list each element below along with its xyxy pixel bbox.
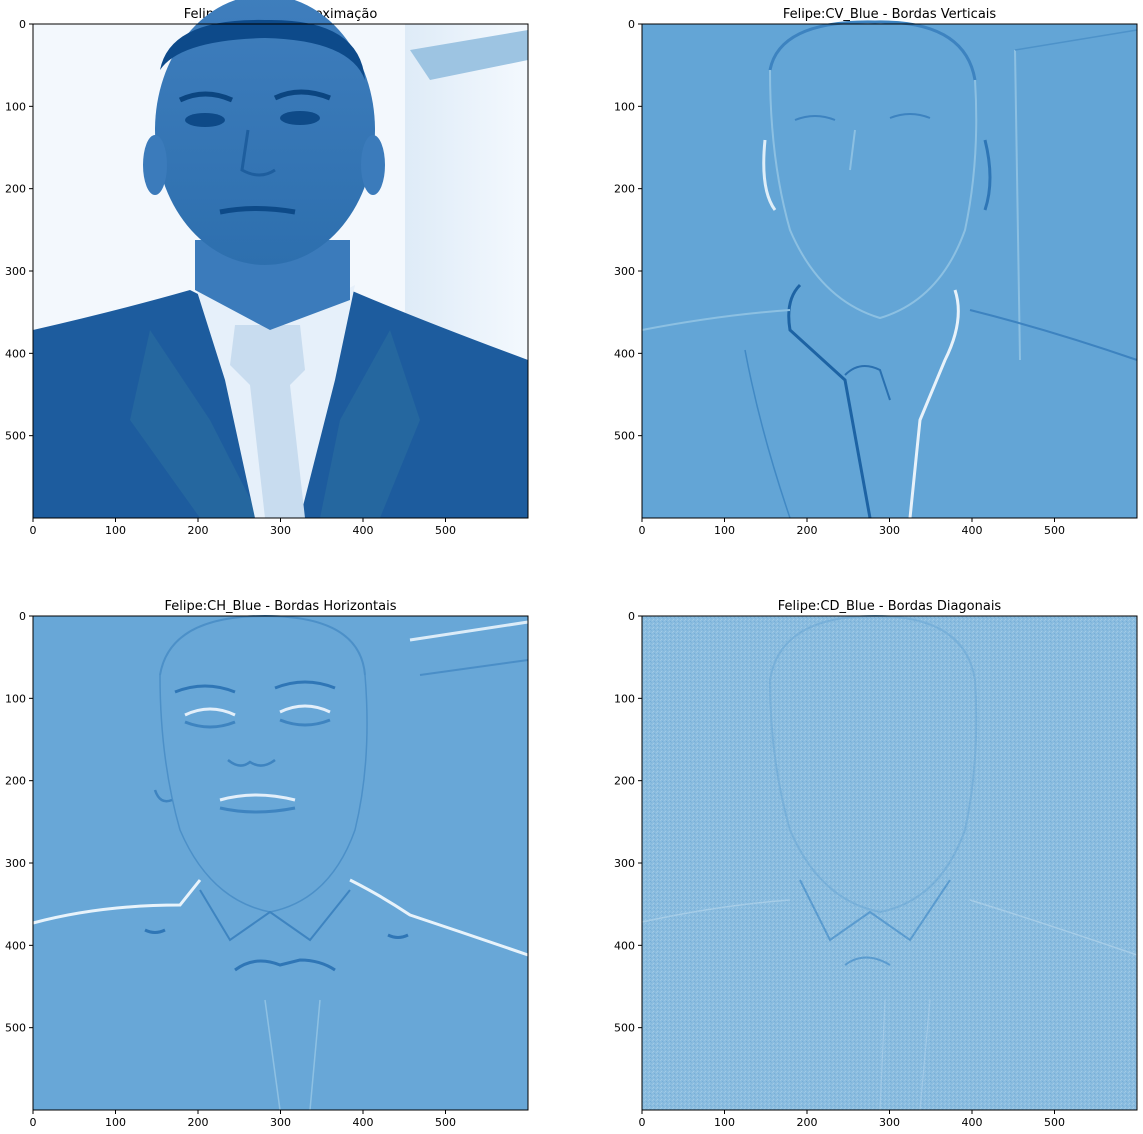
x-tick-label: 200 [797,1116,818,1129]
y-tick-label: 400 [614,939,635,952]
y-tick-label: 200 [5,775,26,788]
y-tick-label: 500 [614,1022,635,1035]
x-tick-label: 100 [714,1116,735,1129]
y-tick-label: 0 [19,610,26,623]
x-tick-label: 400 [353,1116,374,1129]
y-tick-label: 400 [5,347,26,360]
x-tick-label: 400 [962,524,983,537]
y-tick-label: 400 [5,939,26,952]
y-tick-label: 100 [5,100,26,113]
x-tick-label: 100 [714,524,735,537]
panel-title: Felipe:CV_Blue - Bordas Verticais [783,7,997,22]
y-tick-label: 200 [614,183,635,196]
y-tick-label: 100 [614,692,635,705]
axis-ticks: 0 100 200 300 400 500 0 100 200 300 400 500 [5,18,456,537]
x-tick-label: 0 [30,524,37,537]
y-tick-label: 0 [628,18,635,31]
x-tick-label: 500 [435,524,456,537]
x-tick-label: 0 [30,1116,37,1129]
y-tick-label: 300 [614,857,635,870]
x-tick-label: 400 [962,1116,983,1129]
x-tick-label: 300 [879,524,900,537]
image-approximation [33,0,528,518]
image-diagonal-edges [641,614,1138,1111]
image-horizontal-edges [32,614,529,1111]
panel-vertical-edges: Felipe:CV_Blue - Bordas Verticais 0 100 20… [614,7,1138,537]
y-tick-label: 300 [614,265,635,278]
y-tick-label: 0 [628,610,635,623]
axis-ticks: 0 100 200 300 400 500 0 100 200 300 400 500 [614,18,1065,537]
panel-horizontal-edges: Felipe:CH_Blue - Bordas Horizontais [5,599,529,1129]
y-tick-label: 400 [614,347,635,360]
y-tick-label: 300 [5,857,26,870]
image-vertical-edges [641,20,1138,519]
x-tick-label: 300 [270,1116,291,1129]
panel-title: Felipe:CH_Blue - Bordas Horizontais [165,599,397,614]
y-tick-label: 300 [5,265,26,278]
x-tick-label: 400 [353,524,374,537]
x-tick-label: 100 [105,524,126,537]
y-tick-label: 500 [614,430,635,443]
y-tick-label: 0 [19,18,26,31]
x-tick-label: 200 [797,524,818,537]
axis-ticks: 0 100 200 300 400 500 0 100 200 300 400 500 [614,610,1065,1129]
x-tick-label: 0 [639,524,646,537]
x-tick-label: 500 [1044,524,1065,537]
y-tick-label: 200 [614,775,635,788]
x-tick-label: 500 [1044,1116,1065,1129]
y-tick-label: 500 [5,1022,26,1035]
x-tick-label: 0 [639,1116,646,1129]
x-tick-label: 200 [188,524,209,537]
x-tick-label: 100 [105,1116,126,1129]
panel-diagonal-edges: Felipe:CD_Blue - Bordas Diagonais 0 100 20… [614,599,1138,1129]
y-tick-label: 500 [5,430,26,443]
axis-ticks: 0 100 200 300 400 500 0 100 200 300 400 500 [5,610,456,1129]
panel-approximation: Felipe:CA_Blue - Aproximação [5,0,529,537]
y-tick-label: 100 [614,100,635,113]
x-tick-label: 500 [435,1116,456,1129]
panel-title: Felipe:CD_Blue - Bordas Diagonais [778,599,1002,614]
y-tick-label: 200 [5,183,26,196]
y-tick-label: 100 [5,692,26,705]
x-tick-label: 300 [270,524,291,537]
x-tick-label: 300 [879,1116,900,1129]
x-tick-label: 200 [188,1116,209,1129]
